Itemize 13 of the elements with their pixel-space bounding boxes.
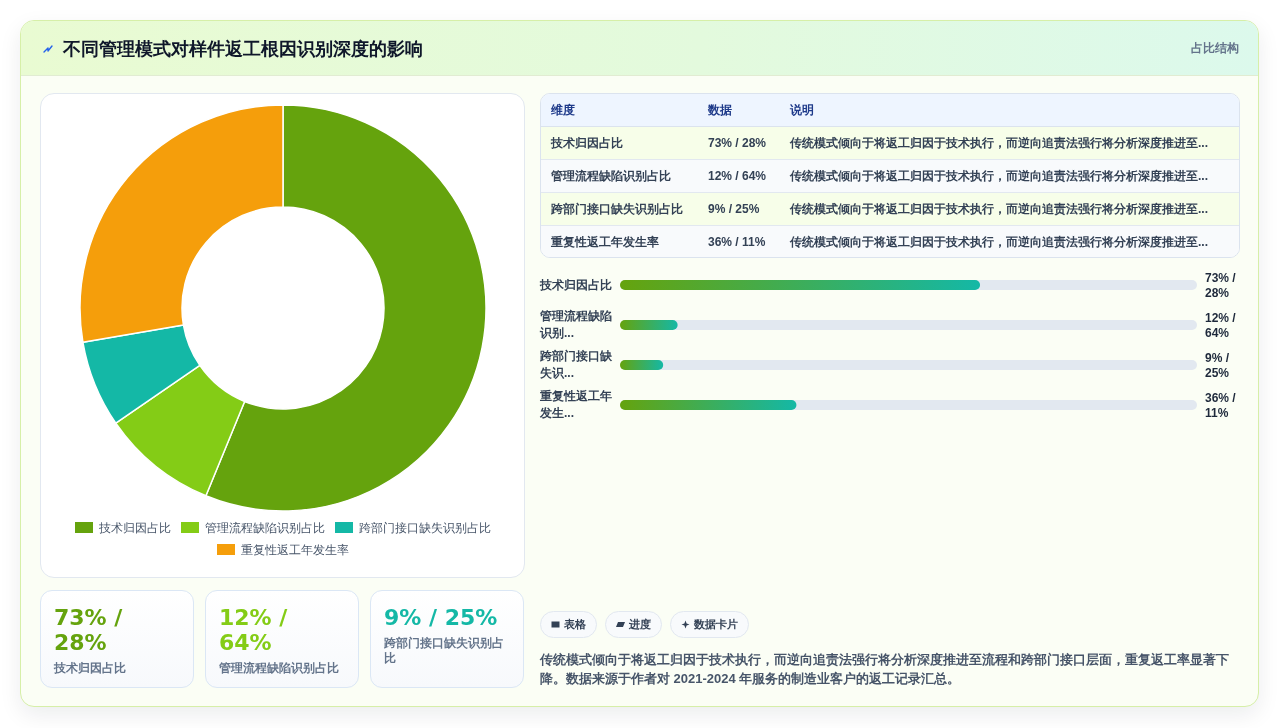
- legend-label: 跨部门接口缺失识别占比: [359, 521, 491, 535]
- button: 进度: [605, 611, 662, 638]
- legend-label: 管理流程缺陷识别占比: [205, 521, 325, 535]
- legend-label: 技术归因占比: [99, 521, 171, 535]
- subtitle: 占比结构: [1191, 40, 1239, 57]
- category-label: 数据卡片: [694, 618, 738, 630]
- legend-label: 重复性返工年发生率: [241, 543, 349, 557]
- category-label: 进度: [629, 618, 651, 630]
- note: 传统模式倾向于将返工归因于技术执行，而逆向追责法强行将分析深度推进至流程和跨部门接口层面，重复返工率显著下降。数据来源于作者对 2021-2024 年服务的制造业客户的返工记录汇总。: [540, 651, 1230, 688]
- title: 不同管理模式对样件返工根因识别深度的影响: [63, 38, 423, 61]
- category-label: 表格: [564, 618, 586, 630]
- button: 表格: [540, 611, 597, 638]
- button: 数据卡片: [670, 611, 749, 638]
